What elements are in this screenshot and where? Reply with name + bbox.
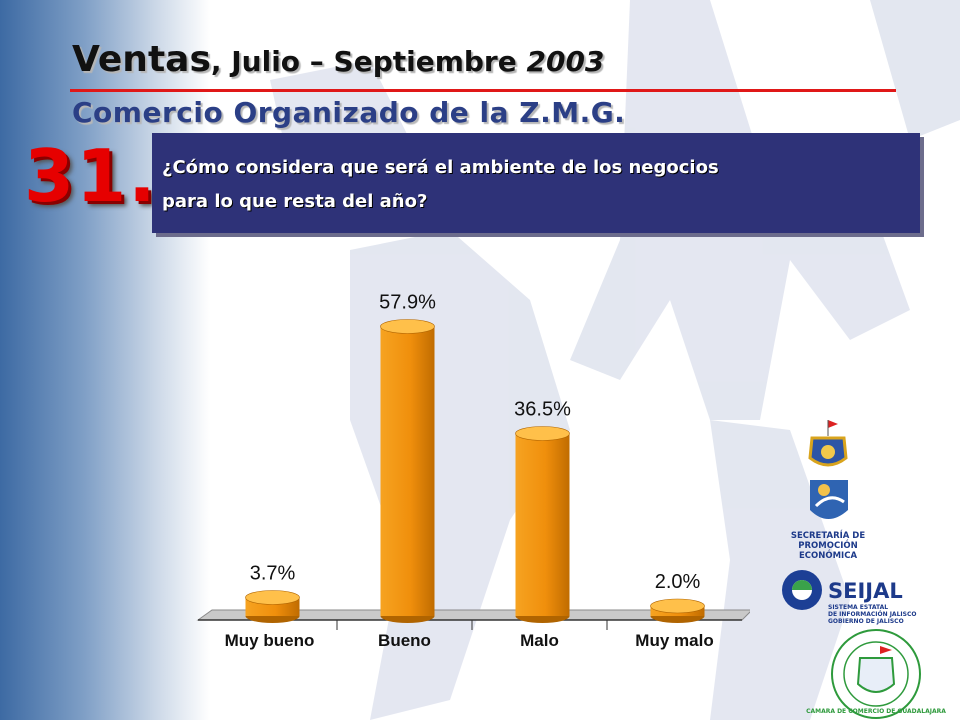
title-year: 2003 (526, 45, 605, 78)
question-box: ¿Cómo considera que será el ambiente de … (152, 133, 920, 233)
seijal-name: SEIJAL (828, 579, 903, 603)
bar-front (515, 433, 570, 616)
secretaria-line-3: ECONÓMICA (799, 549, 857, 561)
bar-top (515, 426, 570, 441)
logos-column: SECRETARÍA DE PROMOCIÓN ECONÓMICA SEIJAL… (782, 420, 946, 719)
bar-bueno (380, 319, 435, 623)
left-gradient-band (0, 0, 210, 720)
bar-top (380, 319, 435, 334)
bar-top (650, 598, 705, 614)
x-tick-label: Bueno (378, 631, 431, 650)
seijal-line-1: SISTEMA ESTATAL (828, 604, 888, 611)
question-line-2: para lo que resta del año? (162, 191, 428, 212)
bar-front (380, 326, 435, 616)
value-label: 57.9% (379, 292, 436, 314)
page-title: Ventas, Julio – Septiembre 2003 (72, 40, 604, 80)
bar-muy-malo (650, 598, 705, 623)
bar-top (245, 590, 300, 605)
camara-comercio-logo: CAMARA DE COMERCIO DE GUADALAJARA (806, 629, 946, 719)
x-tick-label: Muy bueno (225, 631, 315, 650)
x-tick-label: Malo (520, 631, 559, 650)
labels-layer: 3.7% Muy bueno 57.9% Bueno 36.5% Malo 2.0% Muy … (225, 292, 714, 651)
title-main: Ventas (72, 39, 211, 80)
value-label: 36.5% (514, 399, 571, 421)
question-number: 31. (24, 134, 158, 218)
bars-layer (196, 319, 750, 630)
bar-malo (515, 426, 570, 623)
jalisco-shield-logo (808, 420, 848, 467)
title-period: , Julio – Septiembre (210, 45, 527, 78)
value-label: 3.7% (250, 563, 296, 585)
bar-chart: 3.7% Muy bueno 57.9% Bueno 36.5% Malo 2.0% Muy … (196, 292, 750, 651)
bar-muy-bueno (245, 590, 300, 623)
secretaria-line-2: PROMOCIÓN (798, 539, 857, 551)
title-underline (70, 89, 896, 92)
value-label: 2.0% (655, 571, 701, 593)
x-tick-label: Muy malo (635, 631, 713, 650)
seijal-line-3: GOBIERNO DE JALISCO (828, 618, 904, 625)
camara-text: CAMARA DE COMERCIO DE GUADALAJARA (806, 708, 946, 715)
seijal-line-2: DE INFORMACIÓN JALISCO (828, 611, 916, 618)
seijal-logo: SEIJAL SISTEMA ESTATAL DE INFORMACIÓN JA… (782, 570, 916, 625)
secretaria-logo: SECRETARÍA DE PROMOCIÓN ECONÓMICA (791, 480, 866, 561)
secretaria-line-1: SECRETARÍA DE (791, 529, 866, 541)
page-subtitle: Comercio Organizado de la Z.M.G. (72, 96, 626, 129)
question-line-1: ¿Cómo considera que será el ambiente de … (162, 157, 719, 178)
